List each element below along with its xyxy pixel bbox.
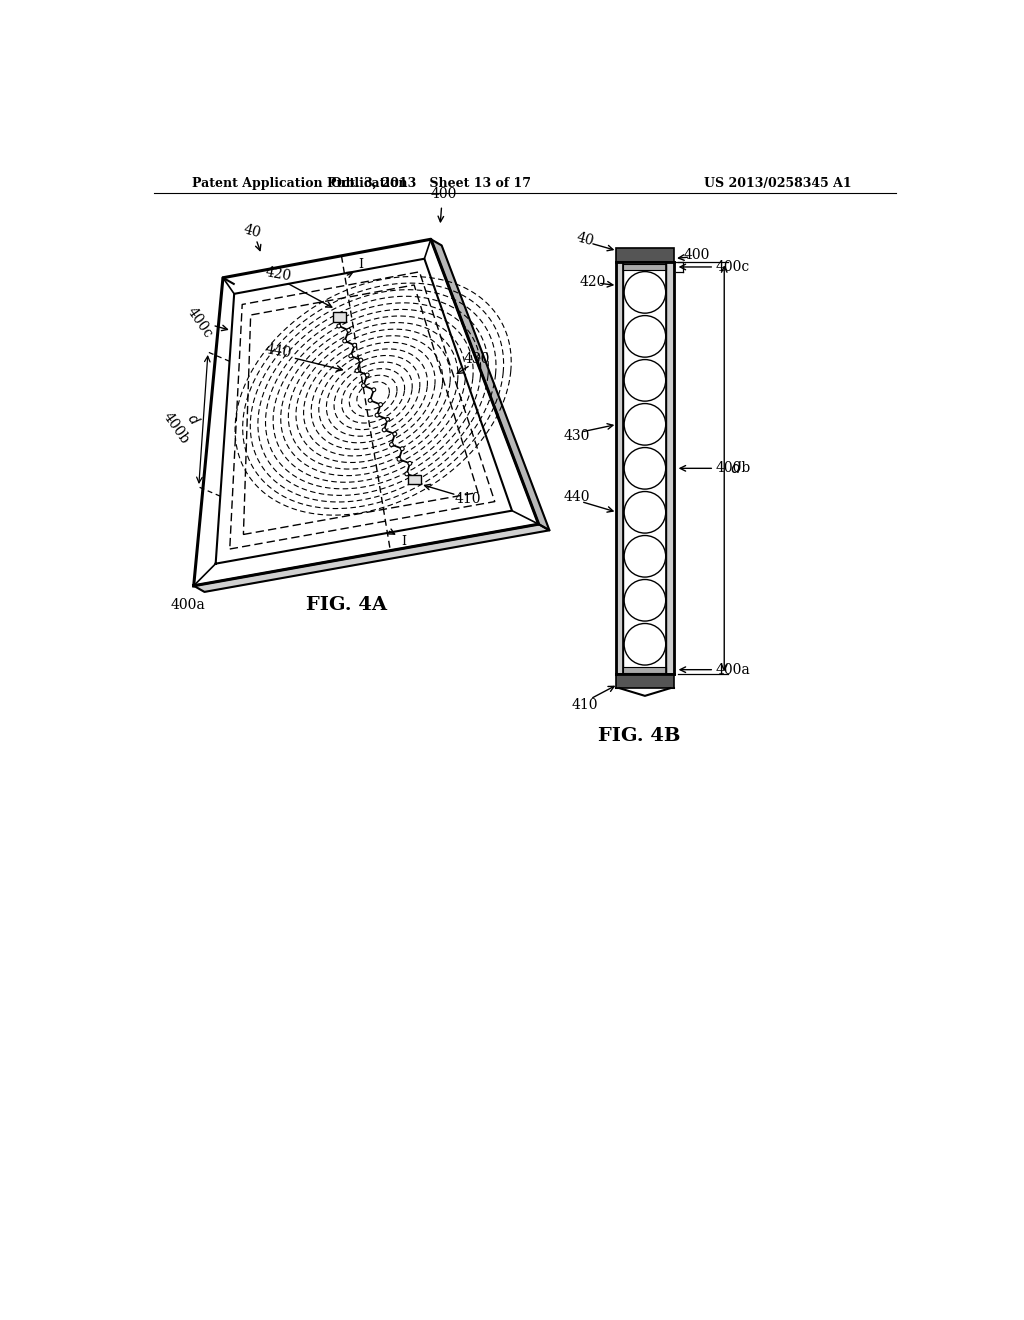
Text: 400b: 400b — [716, 461, 751, 475]
Circle shape — [625, 579, 666, 622]
Text: Patent Application Publication: Patent Application Publication — [193, 177, 408, 190]
Bar — [615, 675, 674, 688]
Text: Oct. 3, 2013   Sheet 13 of 17: Oct. 3, 2013 Sheet 13 of 17 — [331, 177, 530, 190]
Text: 40: 40 — [242, 223, 262, 240]
Circle shape — [369, 399, 372, 403]
Circle shape — [393, 432, 396, 436]
Circle shape — [386, 417, 389, 421]
Text: 430: 430 — [464, 352, 489, 366]
Circle shape — [389, 442, 393, 446]
Text: 400c: 400c — [183, 305, 215, 341]
Text: FIG. 4B: FIG. 4B — [598, 727, 680, 744]
Bar — [624, 667, 667, 673]
Circle shape — [375, 413, 379, 417]
Circle shape — [372, 388, 376, 392]
Text: d: d — [730, 461, 740, 475]
Text: 430: 430 — [564, 429, 591, 444]
Circle shape — [625, 359, 666, 401]
Circle shape — [361, 384, 366, 388]
Text: US 2013/0258345 A1: US 2013/0258345 A1 — [703, 177, 851, 190]
Text: 440: 440 — [264, 342, 293, 360]
Circle shape — [416, 477, 420, 480]
Circle shape — [379, 403, 383, 407]
Circle shape — [358, 358, 362, 362]
Circle shape — [625, 315, 666, 358]
Circle shape — [625, 623, 666, 665]
Circle shape — [625, 272, 666, 313]
Circle shape — [397, 457, 401, 461]
Circle shape — [355, 368, 359, 372]
Circle shape — [366, 374, 369, 378]
Text: d: d — [184, 412, 201, 428]
Bar — [615, 248, 674, 263]
Text: 400b: 400b — [160, 409, 191, 446]
Text: I: I — [401, 535, 407, 548]
Circle shape — [404, 473, 409, 475]
Circle shape — [337, 325, 341, 327]
Text: 400a: 400a — [170, 598, 205, 612]
Text: 400: 400 — [431, 186, 457, 201]
Text: 40: 40 — [574, 230, 595, 248]
Circle shape — [352, 343, 356, 347]
Circle shape — [625, 447, 666, 490]
Text: 420: 420 — [580, 275, 606, 289]
Circle shape — [349, 354, 352, 358]
Circle shape — [347, 329, 350, 333]
Circle shape — [341, 313, 345, 317]
Text: 410: 410 — [455, 492, 481, 506]
Polygon shape — [431, 239, 550, 531]
Circle shape — [400, 446, 404, 450]
Circle shape — [625, 491, 666, 533]
Text: 420: 420 — [263, 265, 292, 284]
Bar — [615, 263, 624, 675]
Text: 440: 440 — [564, 490, 591, 504]
Polygon shape — [194, 524, 550, 591]
Circle shape — [408, 462, 412, 465]
Text: 400: 400 — [683, 248, 710, 261]
Text: FIG. 4A: FIG. 4A — [305, 597, 387, 614]
Text: 400a: 400a — [716, 663, 751, 677]
Text: 410: 410 — [571, 698, 598, 711]
Text: I: I — [357, 259, 362, 272]
FancyBboxPatch shape — [333, 312, 346, 322]
Circle shape — [625, 536, 666, 577]
Circle shape — [343, 339, 346, 343]
Text: 400c: 400c — [716, 260, 750, 275]
Circle shape — [382, 428, 386, 432]
Bar — [624, 264, 667, 271]
Circle shape — [625, 404, 666, 445]
FancyBboxPatch shape — [408, 475, 421, 484]
Bar — [667, 263, 674, 675]
